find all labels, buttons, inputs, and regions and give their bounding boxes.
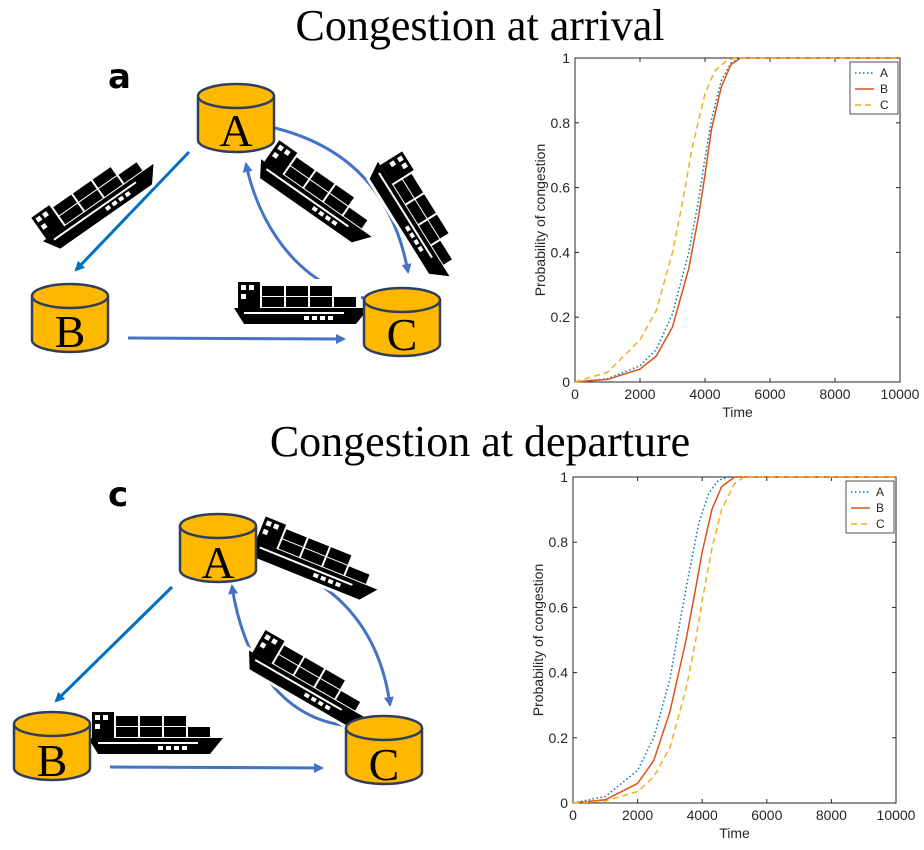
panel-d-x-axis-label: Time (719, 825, 750, 841)
panel-d-series-a-line (572, 476, 896, 804)
panel-b-x-tick-label: 2000 (624, 386, 655, 402)
ship-b-c (234, 282, 369, 324)
panel-b-y-tick-label: 0.4 (551, 244, 571, 260)
panel-b-y-tick-label: 0.2 (551, 309, 571, 325)
panel-b-y-tick-label: 0.8 (551, 115, 571, 131)
panel-label-a: a (108, 57, 131, 97)
panel-b-x-tick-label: 4000 (689, 386, 720, 402)
panel-d-series-b-line (572, 476, 896, 804)
arrow-a-to-b-c (54, 585, 174, 703)
arrow-c-to-a-c (228, 584, 367, 728)
panel-d-y-tick-label: 1 (560, 469, 568, 485)
panel-b-y-tick-label: 1 (562, 50, 570, 66)
arrow-b-to-c-c (109, 762, 324, 773)
diagram-departure: A B C (12, 514, 424, 790)
panel-d-y-tick-label: 0.8 (549, 534, 569, 550)
node-a-label-c: A (201, 537, 234, 588)
panel-b-x-tick-label: 8000 (819, 386, 850, 402)
panel-d-y-tick-label: 0 (560, 795, 568, 811)
panel-b-x-tick-label: 10000 (881, 386, 920, 402)
node-b-label-c: B (37, 735, 68, 786)
panel-b-series-b-line (574, 57, 900, 383)
panel-label-c: c (108, 475, 128, 515)
panel-b-y-axis-label: Probability of congestion (532, 144, 548, 297)
panel-b-legend-label-c: C (880, 98, 889, 112)
panel-d-x-tick-label: 8000 (816, 807, 847, 823)
panel-d-series-c-line (572, 476, 896, 804)
panel-d-y-tick-label: 0.6 (549, 599, 569, 615)
panel-b-legend-box (849, 61, 899, 115)
panel-d-x-tick-label: 6000 (751, 807, 782, 823)
ship-b-c-c (88, 712, 223, 754)
panel-b-y-tick-label: 0.6 (551, 180, 571, 196)
title-arrival: Congestion at arrival (295, 1, 664, 50)
ship-a-c-c (246, 515, 387, 605)
arrow-b-to-c (127, 333, 346, 344)
panel-d-y-tick-label: 0.2 (549, 730, 569, 746)
arrow-a-to-b (74, 150, 191, 272)
panel-b-x-axis-label: Time (722, 404, 753, 420)
title-departure: Congestion at departure (270, 417, 690, 466)
node-c-label: C (387, 309, 418, 360)
arrow-a-to-c (274, 126, 412, 274)
panel-d-x-tick-label: 2000 (622, 807, 653, 823)
chart-departure: 0 2000 4000 6000 8000 10000 0 0.2 0.4 0.6 0.8 1 Time… (530, 469, 916, 841)
panel-d-x-tick-label: 4000 (687, 807, 718, 823)
panel-d-legend-box (845, 480, 895, 534)
panel-b-legend-label-b: B (880, 82, 888, 96)
panel-d-legend-label-b: B (876, 501, 884, 515)
chart-arrival: 0 2000 4000 6000 8000 10000 0 0.2 0.4 0.6 0.8 1 Time… (532, 50, 920, 420)
ship-a-c (364, 148, 471, 285)
node-c-label-c: C (369, 739, 400, 790)
node-a-label: A (219, 105, 252, 156)
panel-d-x-tick-label: 10000 (877, 807, 916, 823)
panel-d-legend-label-a: A (876, 485, 884, 499)
panel-b-axes-box (574, 57, 901, 383)
panel-b-x-tick-label: 6000 (754, 386, 785, 402)
panel-b-y-tick-label: 0 (562, 374, 570, 390)
node-b-label: B (55, 306, 86, 357)
panel-d-y-axis-label: Probability of congestion (530, 564, 546, 717)
panel-b-legend-label-a: A (880, 66, 888, 80)
panel-d-legend-label-c: C (876, 517, 885, 531)
panel-d-axes-box (572, 476, 897, 804)
panel-b-x-tick-label: 0 (571, 386, 579, 402)
panel-d-x-tick-label: 0 (569, 807, 577, 823)
diagram-arrival: A B C (28, 82, 472, 360)
panel-d-y-tick-label: 0.4 (549, 665, 569, 681)
